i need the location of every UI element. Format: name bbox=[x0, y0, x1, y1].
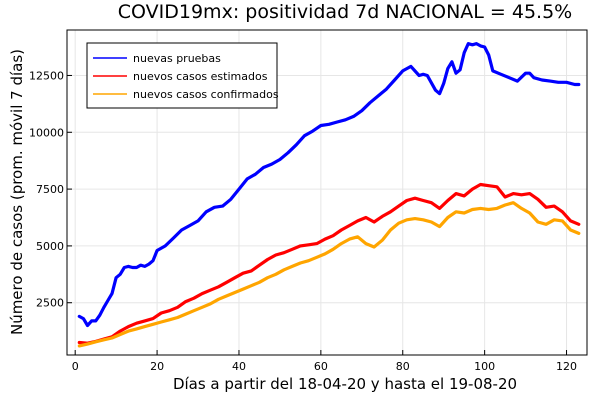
x-tick-label: 60 bbox=[314, 360, 328, 373]
legend-label: nuevos casos estimados bbox=[133, 70, 268, 83]
y-tick-label: 2500 bbox=[36, 297, 64, 310]
y-tick-label: 10000 bbox=[29, 126, 64, 139]
y-tick-label: 7500 bbox=[36, 183, 64, 196]
y-axis-label: Número de casos (prom. móvil 7 días) bbox=[8, 49, 26, 335]
legend-label: nuevos casos confirmados bbox=[133, 88, 279, 101]
series-line-3 bbox=[77, 201, 581, 348]
x-tick-label: 120 bbox=[556, 360, 577, 373]
y-tick-label: 12500 bbox=[29, 69, 64, 82]
series-line-1 bbox=[77, 41, 581, 328]
x-tick-label: 20 bbox=[150, 360, 164, 373]
series-line-2 bbox=[77, 182, 581, 345]
legend-label: nuevas pruebas bbox=[133, 52, 221, 65]
x-tick-label: 100 bbox=[474, 360, 495, 373]
x-tick-label: 40 bbox=[232, 360, 246, 373]
axis-ticks: 0 20 40 60 80 100 120 2500 5000 7500 10000 12500 bbox=[29, 69, 577, 373]
plot-frame bbox=[66, 29, 588, 356]
x-tick-label: 0 bbox=[72, 360, 79, 373]
series-lines bbox=[77, 41, 581, 348]
chart-title: COVID19mx: positividad 7d NACIONAL = 45.… bbox=[118, 1, 572, 23]
legend: nuevas pruebas nuevos casos estimados nuev… bbox=[86, 42, 279, 109]
x-axis-label: Días a partir del 18-04-20 y hasta el 19… bbox=[173, 375, 517, 393]
x-tick-label: 80 bbox=[396, 360, 410, 373]
y-tick-label: 5000 bbox=[36, 240, 64, 253]
